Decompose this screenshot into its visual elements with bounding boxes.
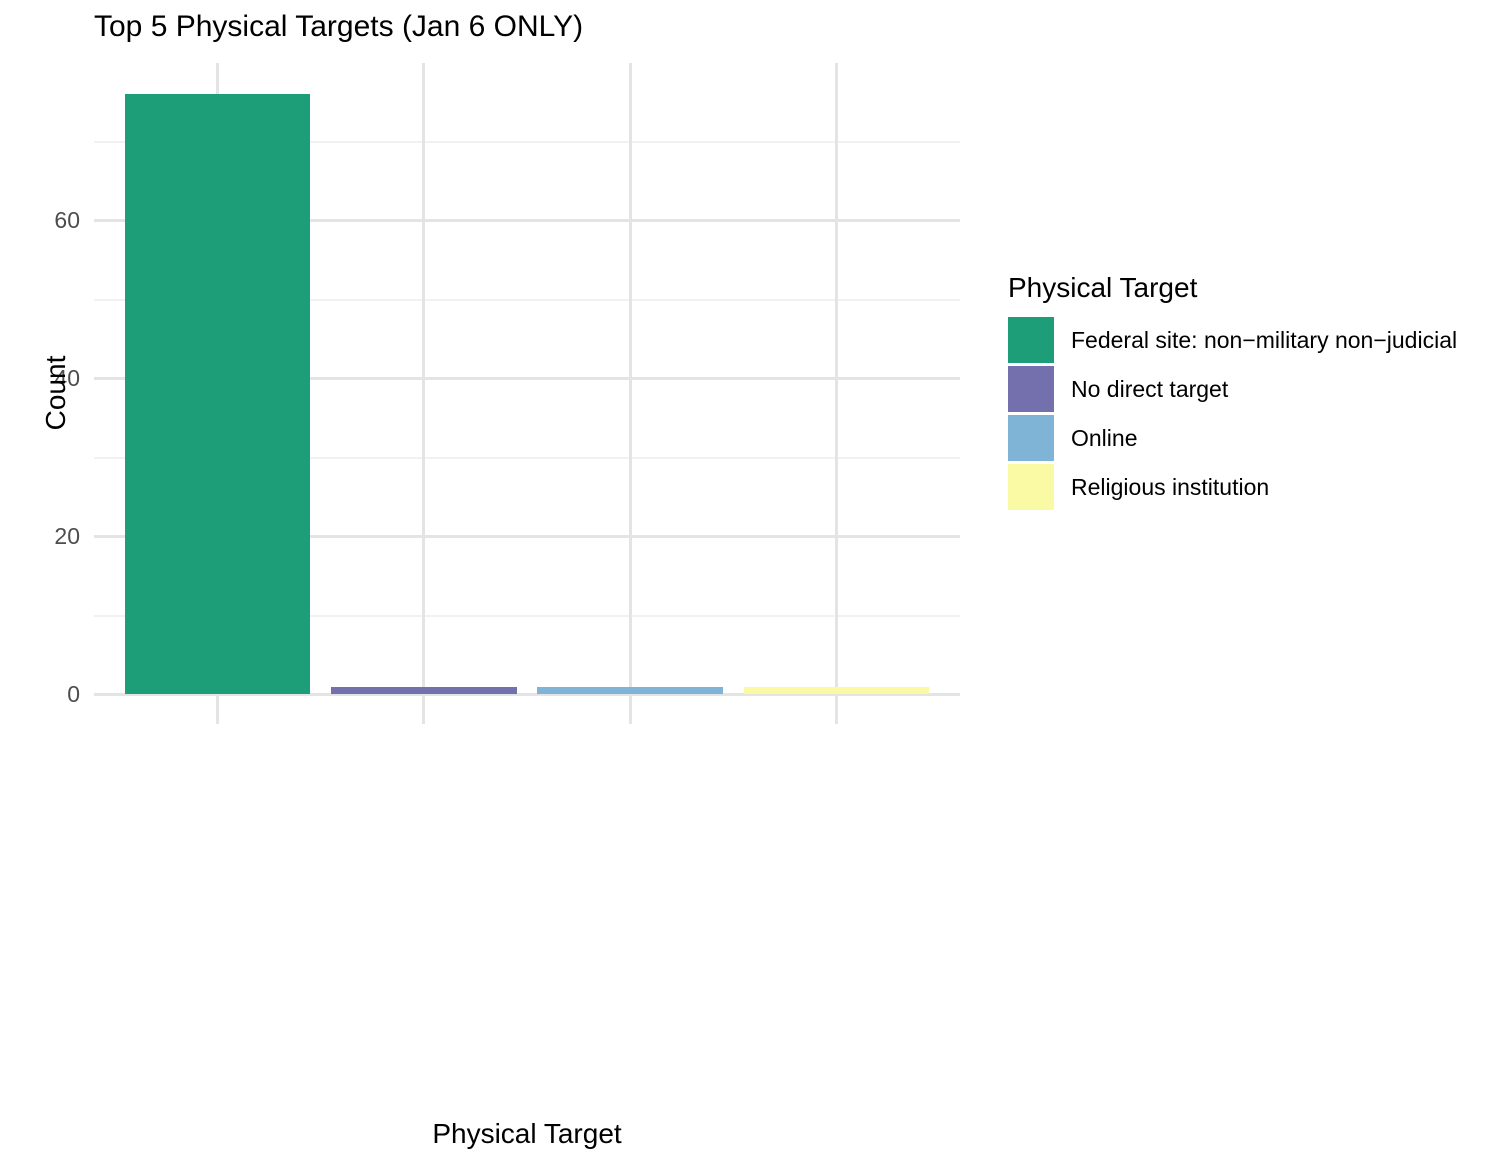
- y-tick-label: 40: [54, 365, 80, 391]
- bar: [331, 686, 517, 695]
- plot-title: Top 5 Physical Targets (Jan 6 ONLY): [94, 10, 584, 43]
- legend-swatch: [1008, 415, 1054, 461]
- gridline-major-vertical: [422, 63, 426, 724]
- gridline-major-horizontal: [94, 535, 960, 538]
- gridline-minor-horizontal: [94, 298, 960, 301]
- bar: [124, 94, 311, 695]
- y-tick-label: 20: [54, 523, 80, 549]
- gridline-major-vertical: [834, 63, 838, 724]
- legend-label: Religious institution: [1071, 473, 1270, 500]
- legend: Physical Target Federal site: non−milita…: [1008, 272, 1457, 513]
- bar: [743, 686, 930, 695]
- gridline-minor-horizontal: [94, 456, 960, 459]
- gridline-major-horizontal: [94, 693, 960, 696]
- y-tick-label: 60: [54, 207, 80, 233]
- legend-label: No direct target: [1071, 375, 1229, 402]
- legend-swatch: [1008, 366, 1054, 412]
- legend-item: No direct target: [1008, 366, 1457, 412]
- gridline-major-horizontal: [94, 219, 960, 222]
- legend-label: Federal site: non−military non−judicial: [1071, 326, 1458, 353]
- legend-item: Religious institution: [1008, 464, 1457, 510]
- legend-label: Online: [1071, 424, 1138, 451]
- legend-item: Online: [1008, 415, 1457, 461]
- legend-swatch: [1008, 464, 1054, 510]
- y-axis-title: Count: [40, 355, 71, 431]
- gridline-major-horizontal: [94, 377, 960, 380]
- bar: [537, 686, 723, 695]
- legend-swatch: [1008, 317, 1054, 363]
- gridline-minor-horizontal: [94, 614, 960, 617]
- legend-items: Federal site: non−military non−judicial N…: [1008, 317, 1457, 510]
- gridline-minor-horizontal: [94, 140, 960, 143]
- legend-item: Federal site: non−military non−judicial: [1008, 317, 1457, 363]
- y-tick-label: 0: [67, 681, 80, 707]
- gridline-major-vertical: [628, 63, 632, 724]
- legend-title: Physical Target: [1008, 272, 1198, 303]
- x-axis-title: Physical Target: [432, 1118, 622, 1149]
